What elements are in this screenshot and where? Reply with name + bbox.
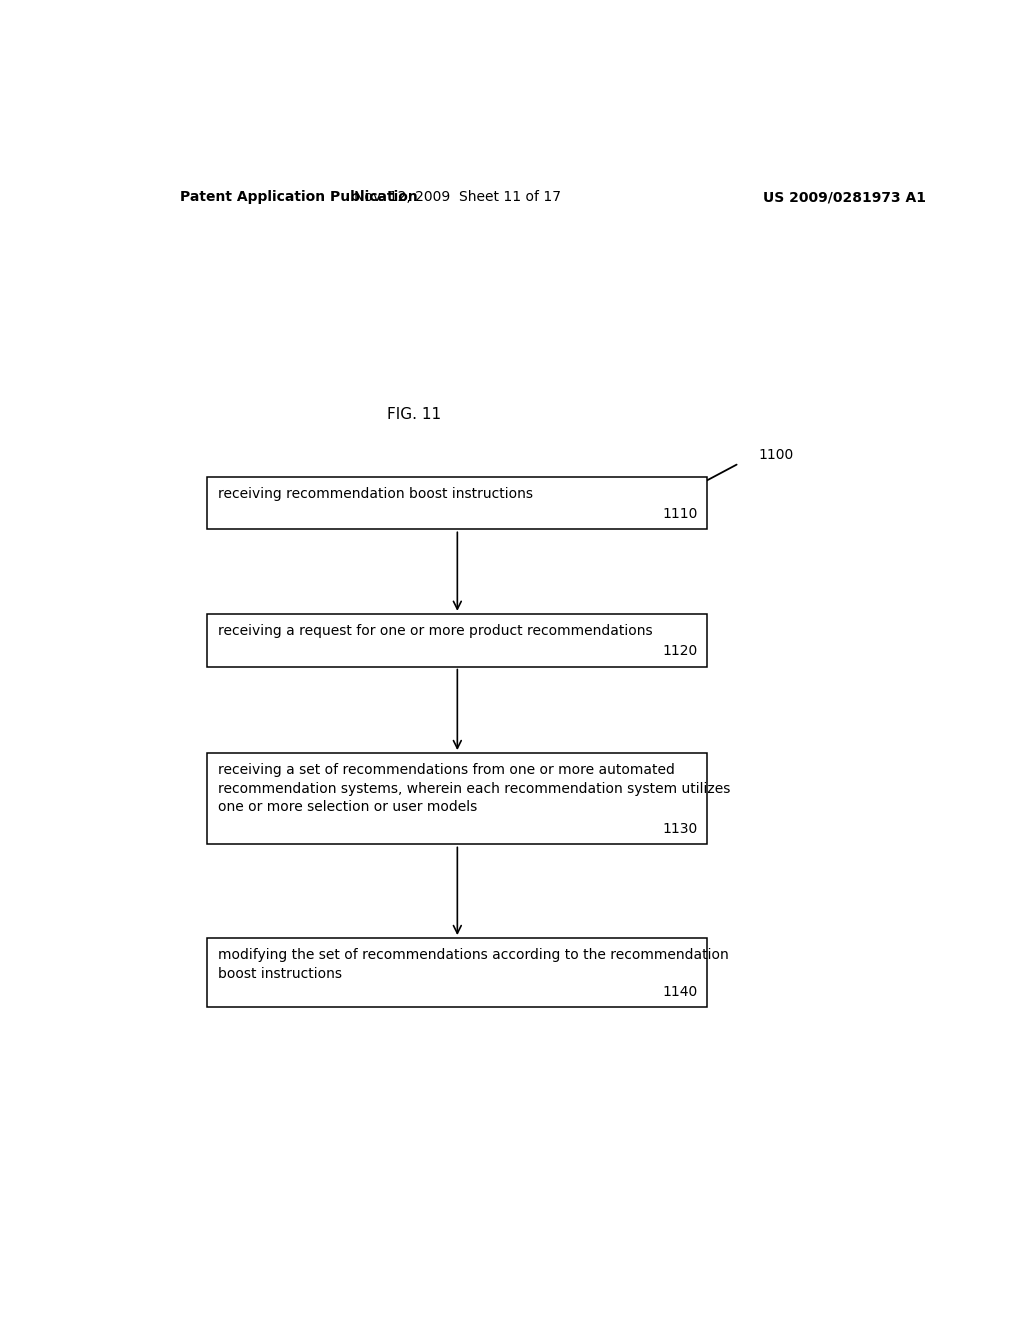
Text: 1110: 1110: [663, 507, 697, 521]
Text: receiving recommendation boost instructions: receiving recommendation boost instructi…: [218, 487, 532, 500]
Text: modifying the set of recommendations according to the recommendation
boost instr: modifying the set of recommendations acc…: [218, 948, 728, 981]
Text: receiving a request for one or more product recommendations: receiving a request for one or more prod…: [218, 624, 652, 638]
Text: Nov. 12, 2009  Sheet 11 of 17: Nov. 12, 2009 Sheet 11 of 17: [354, 190, 561, 205]
Text: FIG. 11: FIG. 11: [387, 408, 440, 422]
Text: receiving a set of recommendations from one or more automated
recommendation sys: receiving a set of recommendations from …: [218, 763, 730, 814]
FancyBboxPatch shape: [207, 477, 708, 529]
FancyBboxPatch shape: [207, 939, 708, 1007]
Text: 1130: 1130: [663, 822, 697, 837]
Text: 1120: 1120: [663, 644, 697, 659]
Text: Patent Application Publication: Patent Application Publication: [179, 190, 418, 205]
FancyBboxPatch shape: [207, 752, 708, 845]
Text: US 2009/0281973 A1: US 2009/0281973 A1: [763, 190, 926, 205]
FancyBboxPatch shape: [207, 614, 708, 667]
Text: 1100: 1100: [759, 447, 795, 462]
Text: 1140: 1140: [663, 985, 697, 999]
